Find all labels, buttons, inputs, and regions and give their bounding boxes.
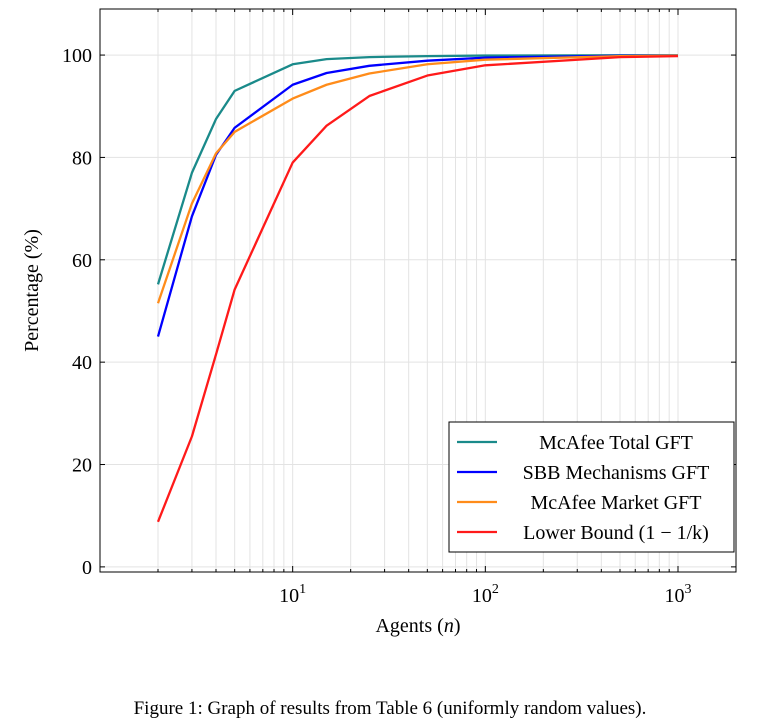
x-tick-label: 102 — [472, 582, 499, 607]
y-tick-label: 40 — [72, 352, 92, 374]
y-tick-label: 80 — [72, 147, 92, 169]
series-line — [156, 54, 679, 304]
y-axis-label: Percentage (%) — [21, 229, 43, 352]
plot-frame — [99, 8, 737, 573]
series-lines — [156, 54, 679, 523]
x-tick-label: 101 — [279, 582, 306, 607]
legend-label: McAfee Market GFT — [530, 492, 701, 514]
x-tick-label: 103 — [665, 582, 692, 607]
legend-label: SBB Mechanisms GFT — [523, 462, 710, 484]
x-axis-label: Agents (n) — [375, 615, 460, 637]
series-line — [156, 54, 679, 523]
y-tick-label: 0 — [82, 557, 92, 579]
y-tick-label: 60 — [72, 250, 92, 272]
series-line — [156, 54, 679, 285]
legend-label: McAfee Total GFT — [539, 432, 693, 454]
y-tick-label: 100 — [62, 45, 92, 67]
axis-ticks: 0 20 40 60 80 100 101 102 103 — [62, 9, 737, 607]
legend-box — [448, 421, 735, 553]
figure-caption: Figure 1: Graph of results from Table 6 … — [133, 698, 647, 719]
y-tick-label: 20 — [72, 455, 92, 477]
legend: McAfee Total GFT SBB Mechanisms GFT McAfee… — [448, 421, 735, 553]
series-line — [156, 54, 679, 337]
legend-label: Lower Bound (1 − 1/k) — [523, 522, 709, 544]
